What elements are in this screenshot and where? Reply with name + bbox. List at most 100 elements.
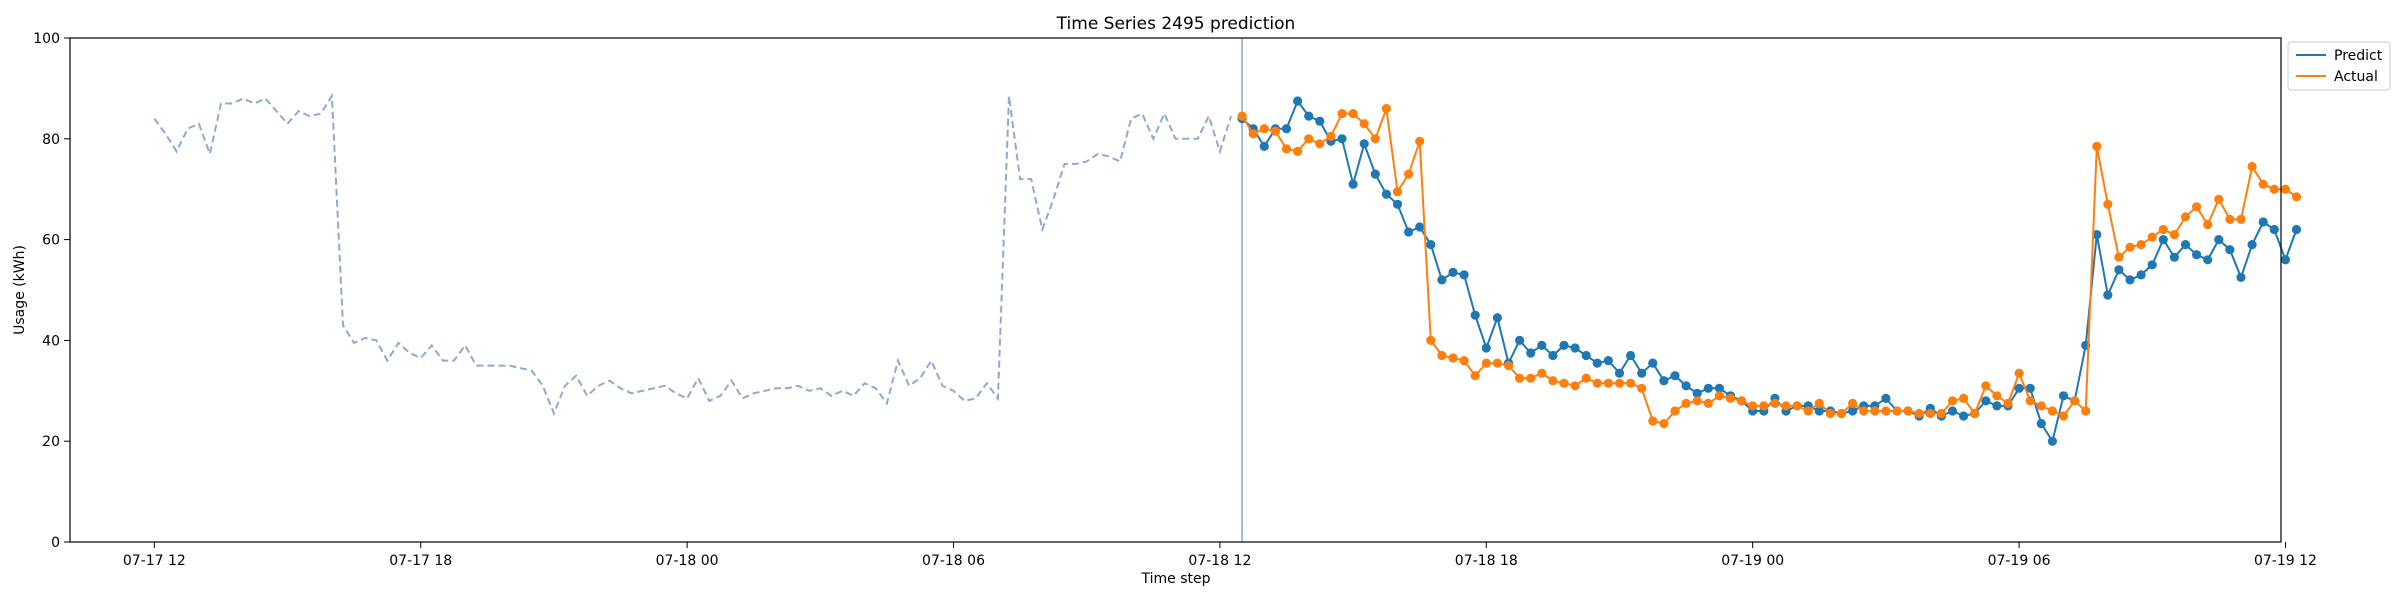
predict-point [1703,383,1713,393]
actual-point [1481,358,1491,368]
actual-point [1770,398,1780,408]
actual-point [1947,396,1958,406]
actual-point [2003,398,2013,408]
predict-point [1592,358,1602,368]
predict-point [2014,383,2024,393]
actual-point [1759,401,1769,411]
predict-point [1692,388,1702,398]
actual-point [2280,184,2290,194]
actual-point [2136,240,2146,250]
predict-point [2136,270,2146,280]
actual-point [1870,406,1880,416]
actual-point [1559,378,1569,388]
predict-point [2214,235,2224,245]
actual-point [1637,383,1647,393]
actual-point [1659,419,1669,429]
predict-point [2269,224,2279,235]
actual-point [2070,396,2080,406]
predict-point [1814,406,1824,416]
predict-point [1492,313,1502,323]
actual-point [1359,119,1369,129]
actual-point [1936,408,1946,419]
predict-point [2147,260,2157,270]
actual-point [1781,401,1791,411]
y-axis: 0 20 40 60 80 100 [33,31,70,551]
predict-point [1537,340,1547,350]
actual-point [1370,134,1380,144]
predict-point [2025,383,2035,393]
predict-point [2236,272,2246,282]
predict-point [1947,406,1958,416]
actual-point [1714,391,1724,401]
actual-point [1925,408,1935,419]
predict-point [1659,376,1669,386]
history-line [153,92,1232,417]
actual-point [2169,230,2179,240]
actual-point [1526,373,1536,383]
actual-point [1515,373,1525,383]
predict-point [2225,245,2235,255]
predict-point [1304,111,1314,121]
predict-point [2158,235,2168,245]
actual-point [2036,401,2046,411]
legend-predict-label: Predict [2334,48,2383,64]
predict-point [1648,358,1658,368]
predict-point [1981,396,1991,406]
actual-point [1404,169,1414,179]
y-tick-label: 20 [42,434,60,450]
actual-point [1248,129,1258,139]
predict-point [2180,240,2191,250]
predict-point [1548,350,1558,361]
predict-point [1259,141,1269,151]
predict-point [1392,199,1403,209]
actual-line [1241,108,2298,425]
actual-point [1304,134,1314,144]
actual-point [1415,136,1425,146]
actual-point [1903,406,1913,416]
actual-point [2147,232,2157,242]
x-axis: 07-17 12 07-17 18 07-18 00 07-18 06 07-18 12… [123,542,2317,569]
x-tick-label: 07-18 12 [1188,553,1251,569]
predict-point [1614,368,1625,378]
predict-point [2291,224,2302,235]
predict-point [2258,217,2268,227]
actual-point [1503,361,1514,371]
actual-point [2214,194,2224,204]
predict-point [1470,310,1480,320]
actual-point [2247,161,2257,172]
actual-point [1337,109,1347,119]
actual-point [2081,406,2091,416]
actual-point [1703,398,1713,408]
actual-point [1537,368,1547,378]
x-tick-label: 07-19 00 [1721,553,1784,569]
actual-point [1348,109,1358,119]
predict-point [1670,371,1680,381]
plot-area [153,38,2302,542]
actual-point [1992,391,2002,401]
predict-point [1437,275,1447,285]
predict-point [2058,391,2069,401]
predict-point [1481,343,1491,353]
y-tick-label: 80 [42,132,60,148]
predict-point [1515,335,1525,345]
actual-point [1603,378,1613,388]
actual-point [1914,408,1924,419]
actual-point [2291,192,2302,202]
actual-point [2047,406,2057,416]
x-tick-label: 07-19 06 [1988,553,2051,569]
actual-point [2014,368,2024,378]
legend: Predict Actual [2287,41,2391,91]
predict-point [1315,116,1325,126]
predict-line [1241,98,2298,444]
actual-point [1293,146,1303,156]
predict-point [1526,348,1536,358]
predict-point [1359,139,1369,149]
actual-point [2058,411,2069,421]
predict-point [2247,240,2257,250]
actual-point [1381,104,1391,114]
y-tick-label: 100 [33,31,60,47]
actual-point [1237,111,1247,121]
actual-point [2236,214,2246,224]
predict-point [1281,124,1292,134]
